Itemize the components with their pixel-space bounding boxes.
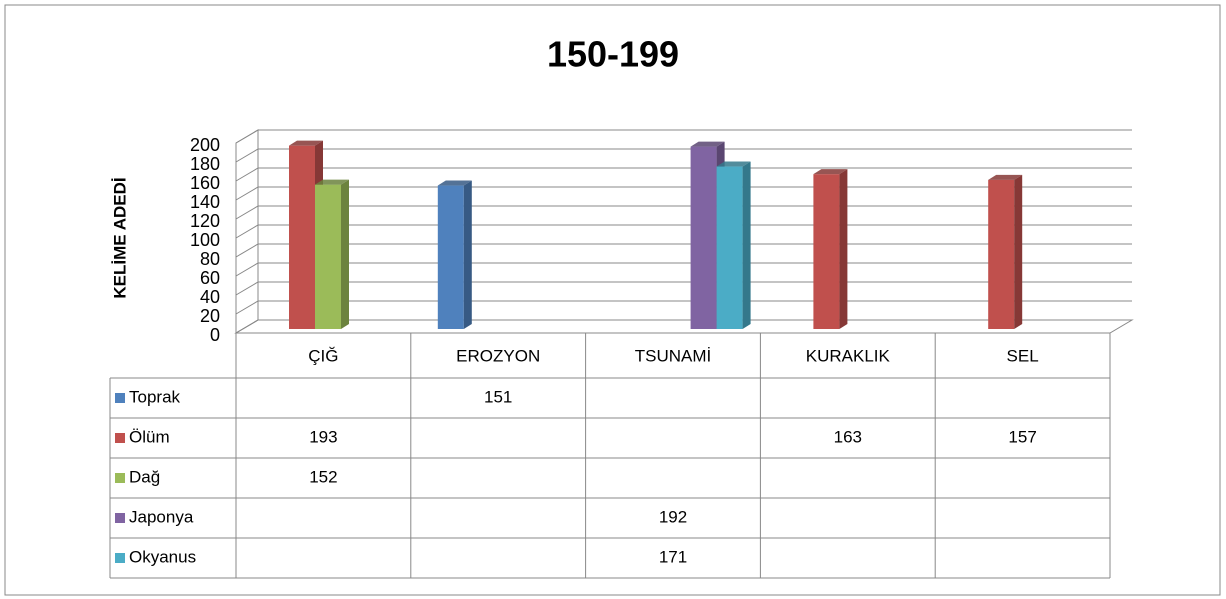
bar-front <box>437 185 464 329</box>
x-tick-label: KURAKLIK <box>806 346 891 365</box>
table-value: 152 <box>309 467 337 486</box>
bar-front <box>988 179 1015 329</box>
y-tick-label: 180 <box>190 154 220 174</box>
bar-side <box>839 169 848 329</box>
legend-label: Dağ <box>129 467 160 486</box>
legend-key <box>115 513 125 523</box>
bar-side <box>1014 174 1023 329</box>
bar-side <box>742 161 751 329</box>
table-value: 163 <box>834 427 862 446</box>
legend-label: Toprak <box>129 387 181 406</box>
bar-side <box>341 179 349 329</box>
bar-front <box>690 146 717 329</box>
bar-top <box>289 140 323 146</box>
x-tick-label: ÇIĞ <box>308 346 338 365</box>
x-tick-label: EROZYON <box>456 346 540 365</box>
legend-key <box>115 553 125 563</box>
y-tick-label: 140 <box>190 192 220 212</box>
y-tick-label: 40 <box>200 287 220 307</box>
legend-key <box>115 433 125 443</box>
y-tick-label: 80 <box>200 249 220 269</box>
table-value: 171 <box>659 547 687 566</box>
bar <box>813 169 848 329</box>
bar-top <box>813 169 848 175</box>
y-tick-label: 200 <box>190 135 220 155</box>
bar <box>315 179 349 329</box>
grid-line <box>235 148 1132 163</box>
table-value: 157 <box>1008 427 1036 446</box>
y-tick-label: 100 <box>190 230 220 250</box>
bar-front <box>813 174 840 329</box>
table-value: 151 <box>484 387 512 406</box>
bar-front <box>315 184 341 329</box>
y-tick-label: 120 <box>190 211 220 231</box>
bar-top <box>988 174 1023 180</box>
bar-top <box>437 180 472 186</box>
x-tick-label: TSUNAMİ <box>635 346 712 365</box>
legend-label: Okyanus <box>129 547 196 566</box>
legend-key <box>115 393 125 403</box>
bar-top <box>315 179 349 185</box>
bar <box>437 180 472 329</box>
bar <box>716 161 751 329</box>
legend-label: Ölüm <box>129 427 170 446</box>
y-tick-label: 0 <box>210 325 220 345</box>
legend-key <box>115 473 125 483</box>
y-tick-label: 160 <box>190 173 220 193</box>
y-tick-label: 20 <box>200 306 220 326</box>
legend-label: Japonya <box>129 507 194 526</box>
bar-front <box>716 166 743 329</box>
table-value: 193 <box>309 427 337 446</box>
grid-line <box>235 129 1132 144</box>
bar-side <box>463 180 472 329</box>
bar <box>988 174 1023 329</box>
x-tick-label: SEL <box>1007 346 1039 365</box>
table-value: 192 <box>659 507 687 526</box>
bar-top <box>716 161 751 167</box>
bar-top <box>690 141 725 147</box>
bar-front <box>289 145 315 329</box>
y-axis-label: KELİME ADEDİ <box>110 177 129 298</box>
y-tick-label: 60 <box>200 268 220 288</box>
grid-line <box>235 167 1132 182</box>
chart-title: 150-199 <box>547 34 679 75</box>
